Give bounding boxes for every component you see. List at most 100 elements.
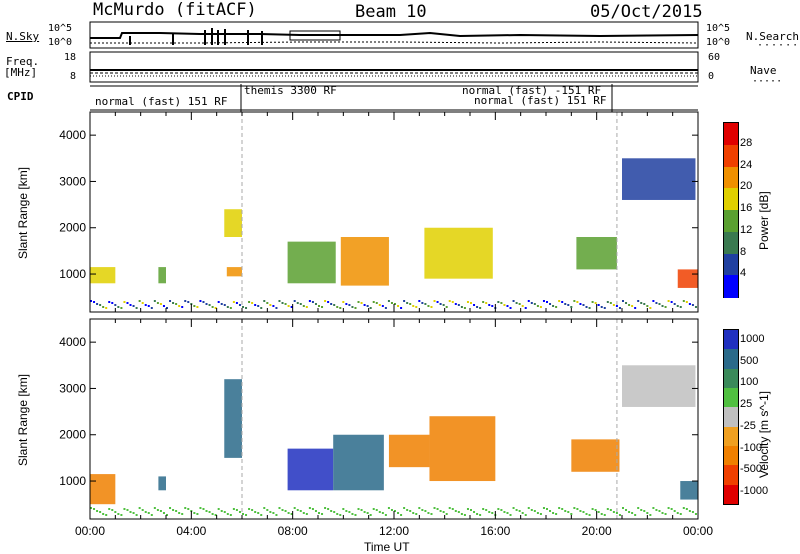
colorbar-tick-label: -25 bbox=[740, 419, 756, 432]
ground-scatter-dot bbox=[202, 301, 205, 303]
ground-scatter-dot bbox=[488, 304, 491, 306]
ground-scatter-dot bbox=[245, 514, 248, 516]
ground-scatter-dot bbox=[527, 507, 530, 509]
colorbar-segment bbox=[724, 465, 738, 486]
ground-scatter-dot bbox=[558, 300, 561, 302]
cpid-entry-4: normal (fast) 151 RF bbox=[474, 94, 607, 107]
ground-scatter-dot bbox=[688, 510, 691, 512]
ground-scatter-dot bbox=[503, 304, 506, 306]
ground-scatter-dot bbox=[175, 510, 178, 512]
ground-scatter-dot bbox=[415, 513, 418, 515]
colorbar-segment bbox=[724, 231, 738, 254]
y-tick-label: 3000 bbox=[59, 381, 86, 395]
echo-patch bbox=[424, 227, 493, 279]
ground-scatter-dot bbox=[345, 510, 348, 512]
ground-scatter-dot bbox=[603, 307, 606, 309]
ground-scatter-dot bbox=[169, 300, 172, 302]
ground-scatter-dot bbox=[406, 302, 409, 304]
ground-scatter-dot bbox=[153, 507, 156, 509]
ground-scatter-dot bbox=[454, 510, 457, 512]
ground-scatter-dot bbox=[144, 304, 147, 306]
ground-scatter-dot bbox=[321, 306, 324, 308]
ground-scatter-dot bbox=[196, 513, 199, 515]
x-tick-label: 00:00 bbox=[683, 524, 713, 538]
ground-scatter-dot bbox=[141, 302, 144, 304]
ground-scatter-dot bbox=[248, 301, 251, 303]
ground-scatter-dot bbox=[582, 304, 585, 306]
ground-scatter-dot bbox=[448, 300, 451, 302]
echo-patch bbox=[224, 379, 242, 458]
ground-scatter-dot bbox=[576, 508, 579, 510]
ground-scatter-dot bbox=[585, 306, 588, 308]
ground-scatter-dot bbox=[518, 303, 521, 305]
ground-scatter-dot bbox=[694, 306, 697, 308]
echo-patch bbox=[158, 476, 166, 491]
ground-scatter-dot bbox=[229, 307, 232, 309]
ground-scatter-dot bbox=[394, 510, 396, 512]
echo-patch bbox=[571, 439, 620, 472]
ground-scatter-dot bbox=[150, 307, 153, 309]
ground-scatter-dot bbox=[670, 508, 673, 510]
ground-scatter-dot bbox=[412, 305, 415, 307]
ground-scatter-dot bbox=[412, 512, 415, 514]
ground-scatter-dot bbox=[615, 512, 618, 514]
ground-scatter-dot bbox=[381, 512, 384, 514]
power-colorbar-title: Power [dB] bbox=[757, 191, 771, 250]
colorbar-tick-label: 500 bbox=[740, 354, 759, 367]
ground-scatter-dot bbox=[479, 307, 482, 309]
ground-scatter-dot bbox=[591, 508, 594, 510]
ground-scatter-dot bbox=[536, 305, 539, 307]
ground-scatter-dot bbox=[220, 303, 223, 305]
ground-scatter-dot bbox=[296, 302, 299, 304]
ground-scatter-dot bbox=[533, 303, 536, 305]
ground-scatter-dot bbox=[351, 306, 354, 308]
ground-scatter-dot bbox=[479, 514, 482, 516]
ground-scatter-dot bbox=[102, 306, 105, 308]
ground-scatter-dot bbox=[400, 307, 403, 309]
ground-scatter-dot bbox=[552, 512, 555, 514]
ground-scatter-dot bbox=[229, 514, 232, 516]
ground-scatter-dot bbox=[342, 301, 345, 303]
ground-scatter-dot bbox=[120, 514, 123, 516]
colorbar-segment bbox=[724, 210, 738, 233]
x-tick-label: 00:00 bbox=[75, 524, 105, 538]
ground-scatter-dot bbox=[646, 512, 649, 514]
ground-scatter-dot bbox=[311, 301, 314, 303]
ground-scatter-dot bbox=[305, 306, 308, 308]
y-tick-label: 2000 bbox=[59, 428, 86, 442]
ground-scatter-dot bbox=[646, 305, 649, 307]
ground-scatter-dot bbox=[308, 507, 311, 509]
ground-scatter-dot bbox=[570, 513, 573, 515]
ground-scatter-dot bbox=[314, 510, 317, 512]
ground-scatter-dot bbox=[652, 300, 655, 302]
ground-scatter-dot bbox=[457, 304, 460, 306]
ground-scatter-dot bbox=[463, 514, 466, 516]
ground-scatter-dot bbox=[640, 509, 643, 511]
ground-scatter-dot bbox=[284, 303, 287, 305]
ground-scatter-dot bbox=[302, 512, 305, 514]
ground-scatter-dot bbox=[99, 304, 102, 306]
ground-scatter-dot bbox=[144, 511, 147, 513]
ground-scatter-dot bbox=[181, 513, 184, 515]
ground-scatter-dot bbox=[132, 512, 135, 514]
ground-scatter-dot bbox=[178, 512, 181, 514]
ground-scatter-dot bbox=[254, 304, 257, 306]
ground-scatter-dot bbox=[308, 300, 311, 302]
ground-scatter-dot bbox=[555, 306, 558, 308]
nave-label: Nave bbox=[750, 64, 777, 77]
ground-scatter-dot bbox=[339, 307, 342, 309]
ground-scatter-dot bbox=[375, 509, 378, 511]
cpid-entry-2: themis 3300 RF bbox=[244, 84, 337, 97]
ground-scatter-dot bbox=[299, 303, 302, 305]
ground-scatter-dot bbox=[384, 307, 387, 309]
ground-scatter-dot bbox=[637, 507, 640, 509]
ground-scatter-dot bbox=[339, 514, 342, 516]
ground-scatter-dot bbox=[637, 300, 640, 302]
echo-patch bbox=[287, 241, 336, 284]
ground-scatter-dot bbox=[375, 302, 378, 304]
ground-scatter-dot bbox=[625, 302, 628, 304]
ground-scatter-dot bbox=[512, 507, 515, 509]
ground-scatter-dot bbox=[199, 507, 202, 509]
nsky-spikes bbox=[129, 28, 263, 45]
ground-scatter-dot bbox=[667, 300, 670, 302]
